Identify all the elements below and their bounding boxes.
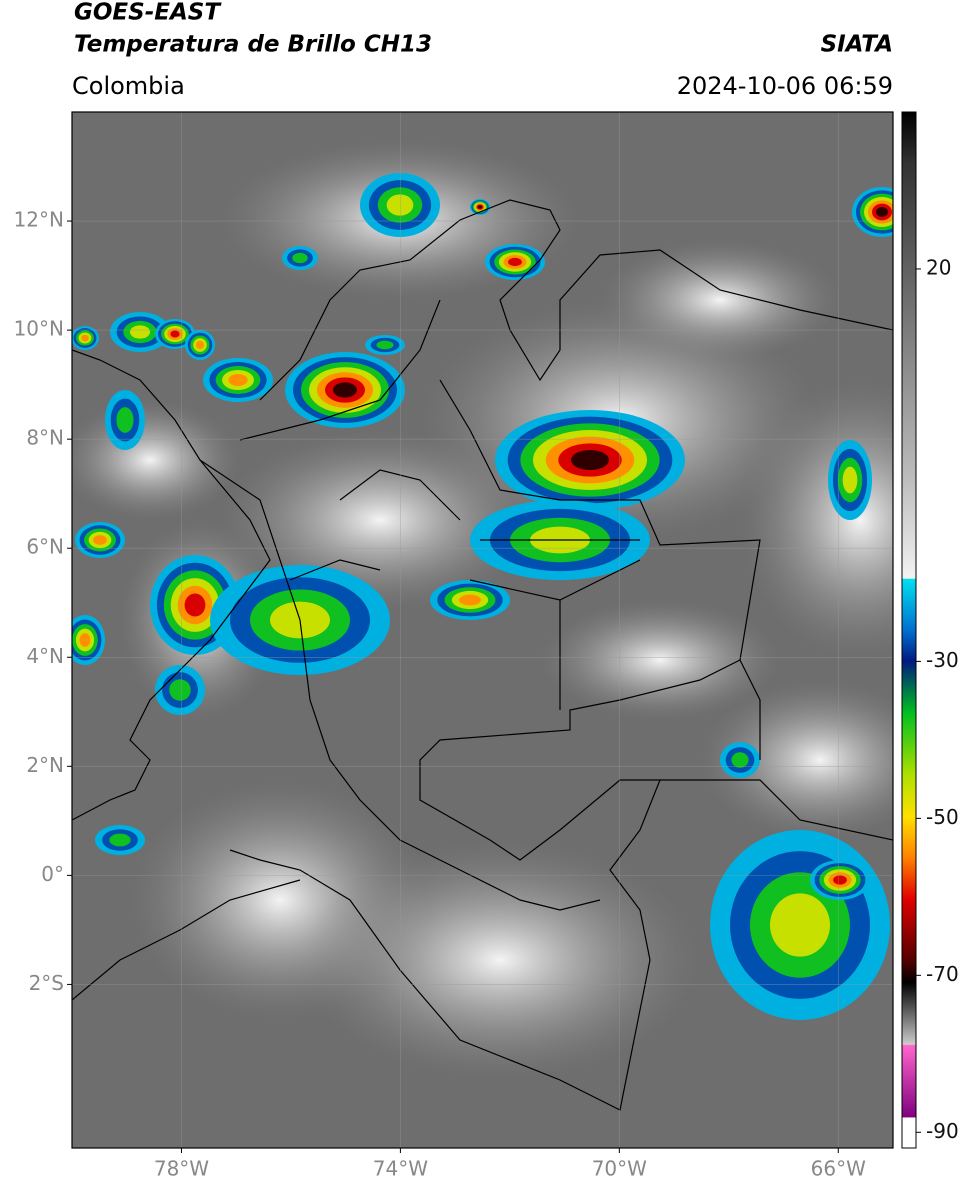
storm [333, 382, 357, 398]
storm [571, 450, 609, 470]
storm [184, 593, 206, 617]
storm [81, 334, 89, 342]
storm [130, 325, 150, 339]
axes: 78°W 74°W 70°W 66°W 12°N 10°N 8°N 6°N 4°N 2°N 0° 2°… [14, 208, 959, 1181]
storm [292, 252, 308, 264]
storm [459, 594, 481, 606]
colorbar-tick-label: 20 [926, 255, 951, 279]
storm [508, 257, 522, 267]
y-tick-label: 8°N [26, 426, 64, 450]
region: Colombia [72, 72, 185, 100]
colorbar-tick-label: -90 [926, 1119, 959, 1143]
storm [478, 205, 482, 209]
storm [833, 875, 847, 885]
storm [79, 633, 91, 647]
y-tick-label: 2°N [26, 753, 64, 777]
subtitle: Temperatura de Brillo CH13 [74, 32, 432, 58]
y-tick-label: 0° [41, 862, 64, 886]
y-tick-label: 2°S [29, 971, 64, 995]
storm [116, 407, 134, 433]
clouds [72, 140, 893, 1080]
cloud [600, 240, 840, 360]
y-tick-label: 12°N [14, 208, 64, 232]
colorbar-tick-label: -50 [926, 805, 959, 829]
storm [876, 207, 888, 217]
cloud [300, 840, 700, 1080]
grid [72, 112, 893, 1148]
map-frame [71, 111, 894, 1149]
colorbar-tick-label: -30 [926, 648, 959, 672]
datetime: 2024-10-06 06:59 [677, 72, 893, 100]
storm [169, 679, 191, 701]
y-tick-label: 6°N [26, 535, 64, 559]
cloud [72, 400, 240, 520]
cloud [700, 680, 893, 840]
x-tick-label: 66°W [811, 1157, 866, 1181]
storm [376, 340, 394, 350]
borders [72, 199, 893, 1111]
storm [228, 374, 248, 386]
storm [109, 833, 131, 847]
cloud [540, 600, 780, 720]
colorbar [901, 111, 917, 1149]
y-tick-label: 4°N [26, 644, 64, 668]
source: SIATA [821, 32, 893, 58]
storm [170, 330, 180, 338]
x-tick-label: 70°W [592, 1157, 647, 1181]
colorbar-tick-label: -70 [926, 962, 959, 986]
map [72, 112, 893, 1148]
storm [386, 194, 414, 216]
x-tick-label: 78°W [154, 1157, 209, 1181]
storm [195, 340, 205, 350]
storm [842, 466, 858, 494]
y-tick-label: 10°N [14, 317, 64, 341]
title: GOES-EAST [74, 0, 222, 26]
storm [770, 893, 830, 957]
x-tick-label: 74°W [373, 1157, 428, 1181]
storm [93, 535, 107, 545]
storm [731, 752, 749, 768]
